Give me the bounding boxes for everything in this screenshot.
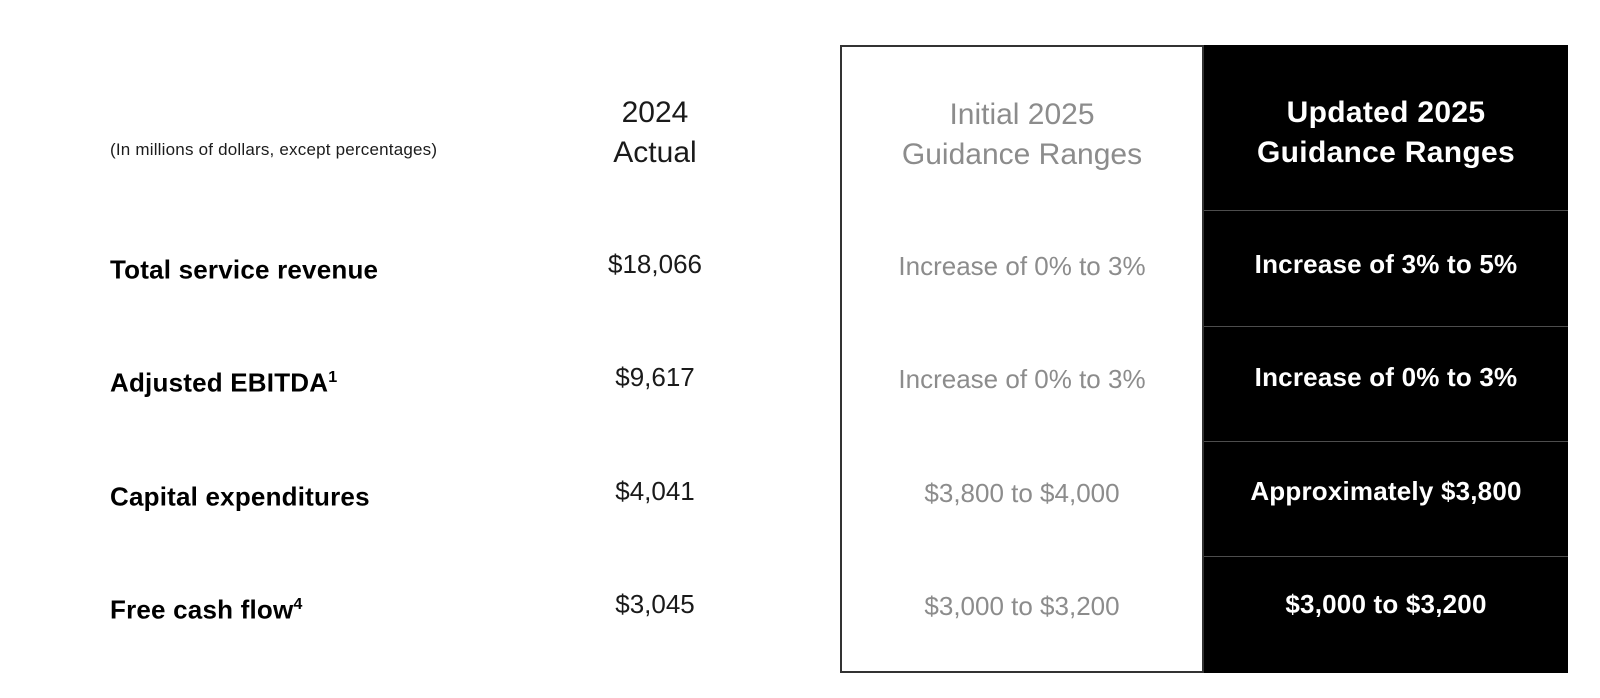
row-divider (1204, 210, 1568, 211)
initial-guidance-column: Initial 2025 Guidance Ranges Increase of… (840, 45, 1204, 673)
column-header-line: 2024 (621, 96, 689, 129)
row-divider (1204, 556, 1568, 557)
updated-guidance-total-service-revenue: Increase of 3% to 5% (1254, 249, 1518, 279)
row-label-capital-expenditures: Capital expenditures (110, 474, 370, 514)
actual-value-free-cash-flow: $3,045 (615, 589, 695, 619)
row-label-text: Total service revenue (110, 254, 379, 285)
updated-guidance-capital-expenditures: Approximately $3,800 (1250, 476, 1522, 506)
updated-guidance-adjusted-ebitda: Increase of 0% to 3% (1254, 362, 1518, 392)
updated-guidance-column: Updated 2025 Guidance Ranges Increase of… (1204, 45, 1568, 673)
column-header-line: Initial 2025 (949, 98, 1095, 131)
updated-guidance-free-cash-flow: $3,000 to $3,200 (1285, 589, 1487, 619)
footnote-marker: 1 (328, 368, 338, 386)
unit-note: (In millions of dollars, except percenta… (110, 140, 438, 159)
actual-value-capital-expenditures: $4,041 (615, 476, 695, 506)
actual-value-total-service-revenue: $18,066 (608, 249, 702, 279)
row-divider (1204, 441, 1568, 442)
actual-value-adjusted-ebitda: $9,617 (615, 362, 695, 392)
column-header-2024-actual: 2024 Actual (505, 93, 805, 173)
column-header-updated-2025: Updated 2025 Guidance Ranges (1204, 93, 1568, 173)
row-label-total-service-revenue: Total service revenue (110, 247, 378, 287)
initial-guidance-total-service-revenue: Increase of 0% to 3% (898, 251, 1146, 281)
column-header-line: Updated 2025 (1286, 96, 1486, 129)
initial-guidance-free-cash-flow: $3,000 to $3,200 (924, 591, 1120, 621)
column-header-line: Guidance Ranges (1257, 136, 1515, 169)
row-label-free-cash-flow: Free cash flow4 (110, 587, 303, 627)
column-header-line: Actual (613, 136, 697, 169)
row-label-adjusted-ebitda: Adjusted EBITDA1 (110, 360, 337, 400)
column-header-initial-2025: Initial 2025 Guidance Ranges (842, 95, 1202, 175)
footnote-marker: 4 (293, 595, 303, 613)
row-label-text: Capital expenditures (110, 481, 370, 512)
column-header-line: Guidance Ranges (901, 138, 1143, 171)
row-divider (1204, 326, 1568, 327)
initial-guidance-adjusted-ebitda: Increase of 0% to 3% (898, 364, 1146, 394)
initial-guidance-capital-expenditures: $3,800 to $4,000 (924, 478, 1120, 508)
row-label-text: Adjusted EBITDA (110, 367, 329, 398)
row-label-text: Free cash flow (110, 594, 294, 625)
